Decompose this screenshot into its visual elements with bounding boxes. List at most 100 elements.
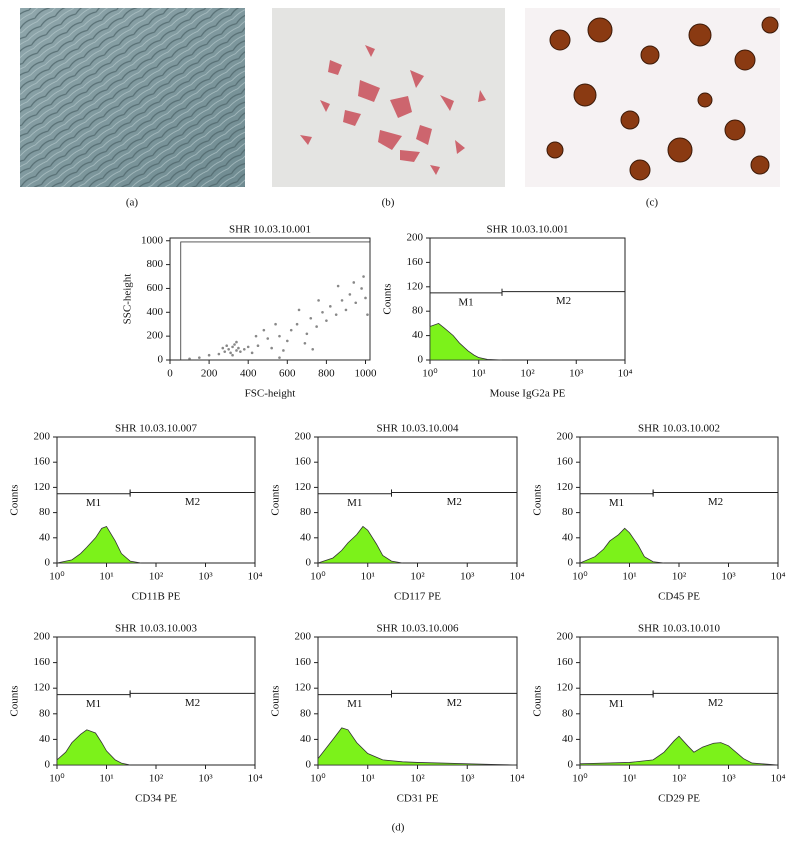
x-tick-label: 0: [167, 368, 173, 380]
scatter-point: [340, 299, 344, 302]
histogram-area: [579, 735, 779, 766]
x-tick-label: 800: [318, 368, 335, 380]
gate-label: M2: [185, 496, 200, 508]
y-tick-label: 120: [295, 682, 312, 694]
panel: SHR 10.03.10.006 CD31 PE Counts 0 40 80 120 160…: [270, 623, 525, 805]
histogram-area: [56, 525, 142, 564]
panel: SHR 10.03.10.007 CD11B PE Counts 0 40 80 120 16…: [9, 423, 263, 603]
panel-label: (d): [392, 822, 405, 834]
y-tick-label: 160: [34, 656, 51, 668]
y-tick-label: 40: [412, 329, 424, 341]
scatter-point: [362, 275, 365, 278]
x-tick-label: 1000: [355, 368, 378, 380]
y-tick-label: 200: [557, 631, 574, 643]
y-tick-label: 120: [295, 481, 312, 493]
y-tick-label: 200: [295, 631, 312, 643]
scatter-point: [354, 301, 358, 305]
x-tick-label: 10³: [198, 773, 213, 785]
x-tick-label: 10⁰: [572, 571, 588, 583]
scatter-point: [266, 337, 270, 340]
x-tick-label: 600: [279, 368, 296, 380]
gate-label: M1: [86, 497, 101, 509]
x-tick-label: 10¹: [361, 571, 375, 583]
x-tick-label: 10³: [198, 571, 213, 583]
plot-frame: [169, 237, 371, 361]
x-tick-label: 10⁰: [422, 368, 438, 380]
scatter-point: [242, 347, 246, 351]
scatter-point: [231, 353, 234, 357]
scatter-point: [221, 346, 225, 350]
gate-label: M2: [708, 496, 723, 508]
x-tick-label: 10¹: [99, 773, 113, 785]
x-tick-label: 10¹: [472, 368, 486, 380]
x-tick-label: 10⁰: [310, 571, 326, 583]
scatter-point: [282, 349, 285, 352]
y-tick-label: 200: [147, 330, 164, 342]
x-axis-label: CD117 PE: [394, 591, 441, 603]
y-tick-label: 0: [418, 354, 424, 366]
y-axis-label: Counts: [270, 685, 282, 716]
histogram-area: [56, 729, 131, 766]
scatter-point: [311, 347, 315, 351]
scatter-point: [262, 328, 266, 332]
y-axis-label: Counts: [532, 484, 544, 515]
y-tick-label: 0: [45, 759, 51, 771]
y-tick-label: 200: [295, 431, 312, 443]
x-tick-label: 10²: [672, 773, 687, 785]
x-axis-label: FSC-height: [245, 388, 296, 400]
gate-label: M1: [609, 698, 624, 710]
x-axis-label: CD45 PE: [658, 591, 700, 603]
y-axis-label: Counts: [270, 484, 282, 515]
x-tick-label: 10⁴: [510, 571, 525, 583]
panel: SHR 10.03.10.001 FSC-height SSC-height 0 200…: [122, 224, 377, 400]
scatter-point: [250, 351, 254, 355]
y-tick-label: 0: [306, 557, 312, 569]
scatter-point: [229, 351, 232, 355]
scatter-point: [278, 334, 281, 338]
scatter-point: [317, 299, 320, 302]
y-axis-label: Counts: [9, 484, 21, 515]
x-tick-label: 10⁰: [49, 571, 65, 583]
x-tick-label: 10²: [410, 773, 425, 785]
scatter-point: [235, 349, 238, 352]
gate-label: M2: [447, 697, 462, 709]
y-tick-label: 80: [562, 506, 574, 518]
scatter-point: [278, 356, 281, 359]
scatter-point: [256, 344, 260, 347]
photo-b: [272, 8, 505, 187]
chart-title: SHR 10.03.10.010: [638, 623, 720, 635]
scatter-point: [188, 357, 191, 361]
y-tick-label: 40: [39, 531, 51, 543]
scatter-point: [366, 313, 369, 316]
scatter-point: [315, 325, 318, 328]
scatter-point: [305, 332, 309, 336]
scatter-point: [233, 343, 236, 346]
scatter-point: [348, 293, 352, 296]
scatter-point: [237, 346, 240, 350]
y-tick-label: 160: [295, 456, 312, 468]
x-tick-label: 10¹: [361, 773, 375, 785]
scatter-point: [231, 345, 234, 349]
y-axis-label: SSC-height: [122, 274, 134, 325]
y-tick-label: 200: [407, 232, 424, 244]
gate-label: M1: [458, 296, 473, 308]
y-tick-label: 80: [300, 506, 312, 518]
gate-label: M1: [609, 497, 624, 509]
scatter-point: [303, 342, 307, 345]
x-tick-label: 200: [201, 368, 218, 380]
chart-title: SHR 10.03.10.007: [115, 423, 197, 435]
x-tick-label: 10²: [149, 773, 164, 785]
gate-label: M2: [556, 295, 571, 307]
scatter-point: [235, 340, 238, 344]
y-tick-label: 40: [562, 531, 574, 543]
y-tick-label: 200: [34, 631, 51, 643]
x-tick-label: 10³: [721, 773, 736, 785]
scatter-point: [289, 328, 293, 332]
scatter-point: [309, 316, 313, 320]
scatter-point: [325, 319, 328, 322]
y-tick-label: 40: [300, 733, 312, 745]
y-tick-label: 80: [300, 707, 312, 719]
scatter-point: [198, 356, 201, 359]
photo-c: [525, 8, 780, 187]
histogram-area: [317, 525, 403, 564]
